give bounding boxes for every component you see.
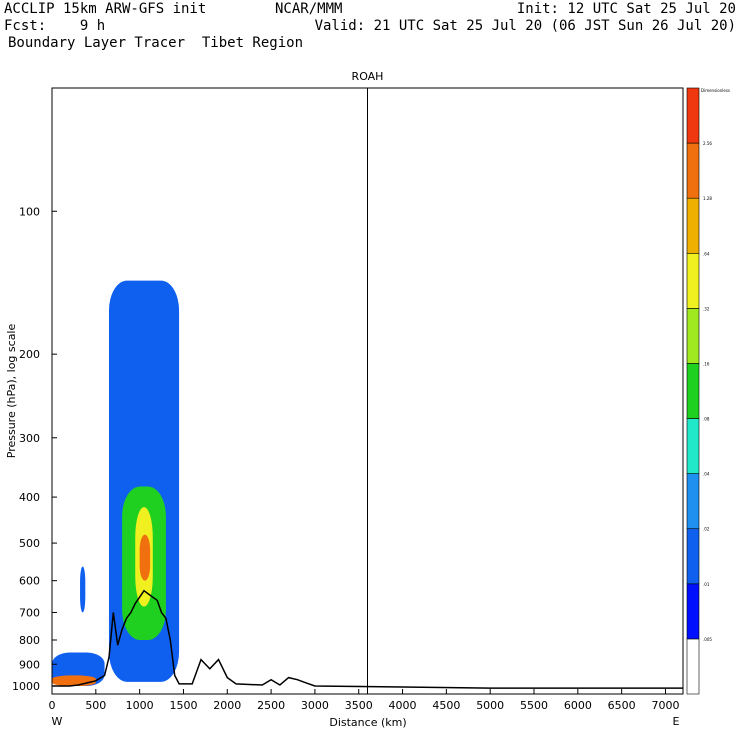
y-tick-label: 1000 <box>12 680 40 693</box>
station-marker: ROAH <box>352 70 384 694</box>
x-tick-label: 7000 <box>651 699 679 712</box>
field-title: Boundary Layer Tracer Tibet Region <box>8 35 304 51</box>
y-tick-label: 100 <box>19 205 40 218</box>
forecast-hour: Fcst: 9 h <box>4 18 106 34</box>
colorbar-swatch <box>686 252 700 309</box>
x-tick-label: 5000 <box>476 699 504 712</box>
colorbar-level-label: 1.28 <box>703 196 712 201</box>
tracer-region <box>80 566 86 613</box>
x-tick-label: 6000 <box>564 699 592 712</box>
x-tick-label: 2500 <box>257 699 285 712</box>
y-tick-label: 400 <box>19 491 40 504</box>
x-axis-label: Distance (km) <box>329 716 406 729</box>
colorbar-level-label: .32 <box>703 306 710 311</box>
colorbar-swatch <box>686 308 700 364</box>
y-axis: 100 200 300 400 500 600 700 800 900 1000 <box>12 205 57 693</box>
y-tick-label: 300 <box>19 432 40 445</box>
y-tick-label: 200 <box>19 348 40 361</box>
tracer-region <box>139 534 151 581</box>
x-axis: 0 500 1000 1500 2000 2500 3000 3500 4000 4500 5000… <box>49 689 679 712</box>
colorbar-title: Dimensionless <box>701 88 730 93</box>
x-tick-label: 3000 <box>301 699 329 712</box>
colorbar-level-label: .08 <box>703 417 710 422</box>
x-tick-label: 5500 <box>520 699 548 712</box>
colorbar-swatch <box>686 418 700 474</box>
colorbar-level-label: .04 <box>703 472 710 477</box>
colorbar: .005 .01 .02 .04 .08 .16 .32 .64 1.28 2.56 Dimensi… <box>686 87 730 695</box>
terrain-line <box>52 589 683 689</box>
y-tick-label: 600 <box>19 575 40 588</box>
colorbar-level-label: .02 <box>703 527 710 532</box>
colorbar-swatch <box>686 87 700 144</box>
colorbar-level-label: .64 <box>703 251 710 256</box>
x-tick-label: 4500 <box>432 699 460 712</box>
tracer-contours <box>52 280 180 686</box>
west-endpoint-label: W <box>52 715 63 728</box>
valid-time: Valid: 21 UTC Sat 25 Jul 20 (06 JST Sun … <box>314 18 736 34</box>
colorbar-level-label: .16 <box>703 361 710 366</box>
institution-label: NCAR/MMM <box>275 1 343 17</box>
x-tick-label: 4000 <box>389 699 417 712</box>
colorbar-level-label: .01 <box>703 582 710 587</box>
colorbar-swatch <box>686 363 700 419</box>
colorbar-swatch <box>686 197 700 254</box>
colorbar-level-label: .005 <box>703 637 712 642</box>
east-endpoint-label: E <box>673 715 680 728</box>
y-tick-label: 500 <box>19 537 40 550</box>
y-tick-label: 700 <box>19 606 40 619</box>
y-tick-label: 800 <box>19 634 40 647</box>
y-axis-label: Pressure (hPa), log scale <box>5 324 18 459</box>
plot-frame <box>51 87 684 695</box>
x-tick-label: 3500 <box>345 699 373 712</box>
station-marker-label: ROAH <box>352 70 384 83</box>
colorbar-swatch <box>686 473 700 530</box>
colorbar-swatch <box>686 528 700 585</box>
x-tick-label: 0 <box>49 699 56 712</box>
colorbar-swatch <box>686 638 700 695</box>
x-tick-label: 1500 <box>169 699 197 712</box>
init-time: Init: 12 UTC Sat 25 Jul 20 <box>516 1 736 17</box>
colorbar-swatch <box>686 583 700 640</box>
colorbar-level-label: 2.56 <box>703 141 712 146</box>
run-title: ACCLIP 15km ARW-GFS init <box>4 1 207 17</box>
colorbar-swatch <box>686 142 700 199</box>
x-tick-label: 1000 <box>126 699 154 712</box>
x-tick-label: 2000 <box>213 699 241 712</box>
x-tick-label: 6500 <box>608 699 636 712</box>
y-tick-label: 900 <box>19 658 40 671</box>
x-tick-label: 500 <box>85 699 106 712</box>
terrain-profile <box>52 589 683 689</box>
tracer-region <box>52 675 96 686</box>
